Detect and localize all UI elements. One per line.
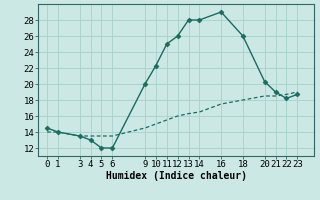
X-axis label: Humidex (Indice chaleur): Humidex (Indice chaleur) [106, 171, 246, 181]
